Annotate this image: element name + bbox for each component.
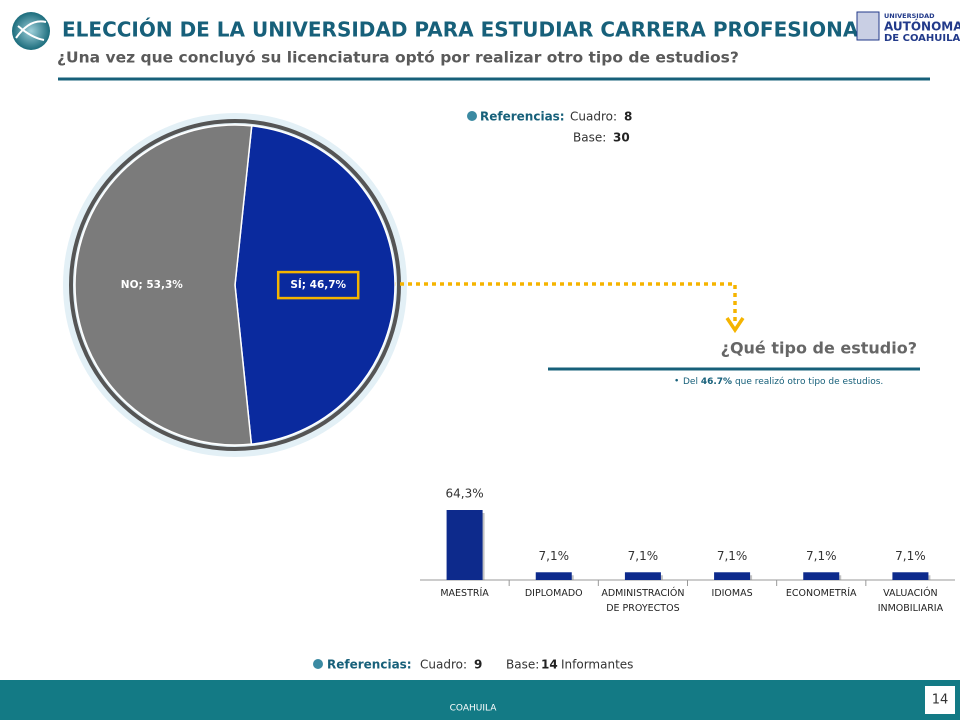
bar xyxy=(892,572,929,580)
bar xyxy=(446,510,483,580)
x-tick-label-box: ADMINISTRACIÓN DE PROYECTOS xyxy=(601,588,685,614)
x-tick-label: VALUACIÓN INMOBILIARIA xyxy=(877,588,944,614)
x-tick-label-box: ECONOMETRÍA xyxy=(785,588,857,599)
value-label: 7,1% xyxy=(806,549,837,563)
bar xyxy=(535,572,572,580)
x-tick-label-box: VALUACIÓN INMOBILIARIA xyxy=(877,588,944,614)
logo-icon-lines xyxy=(15,20,47,41)
pie-ring xyxy=(69,119,401,451)
pie-slice xyxy=(74,124,253,446)
label-box xyxy=(276,270,360,300)
x-tick-label: MAESTRÍA xyxy=(440,588,489,599)
bar-title: ¿Qué tipo de estudio? xyxy=(721,339,917,358)
value-label: 7,1% xyxy=(717,549,748,563)
value-label: NO; 53,3% xyxy=(121,279,183,291)
note-part: que realizó otro tipo de estudios. xyxy=(732,376,883,387)
ref-base: 30 xyxy=(613,131,630,145)
note-bullet: • xyxy=(674,377,679,387)
ref-base-label: Base: xyxy=(573,131,606,145)
x-tick-label-box: DIPLOMADO xyxy=(524,588,583,599)
note: Del 46.7% que realizó otro tipo de estud… xyxy=(683,376,883,387)
ref-cuadro-label: Cuadro: xyxy=(570,110,617,124)
title: ELECCIÓN DE LA UNIVERSIDAD PARA ESTUDIAR… xyxy=(62,18,871,42)
bar xyxy=(624,572,661,580)
note-part: 46.7% xyxy=(701,377,732,387)
footer-text: COAHUILA xyxy=(450,704,498,714)
bar xyxy=(714,572,751,580)
connector xyxy=(360,282,737,325)
ref-cuadro: 9 xyxy=(474,658,482,672)
footer-bar xyxy=(0,680,960,720)
ref-cuadro-label: Cuadro: xyxy=(420,658,467,672)
ref-icon xyxy=(467,111,477,121)
x-tick-label: DIPLOMADO xyxy=(524,588,583,599)
logo-icon xyxy=(12,12,50,50)
connector-arrow xyxy=(725,317,745,334)
page-box xyxy=(925,686,955,714)
value-label: 64,3% xyxy=(446,487,484,501)
x-tick-label: IDIOMAS xyxy=(711,588,753,599)
value-label: 7,1% xyxy=(539,549,570,563)
page-number: 14 xyxy=(932,693,949,708)
bar xyxy=(803,572,840,580)
ref-icon xyxy=(313,659,323,669)
value-label: SÍ; 46,7% xyxy=(290,278,346,291)
logo-text: AUTÓNOMA xyxy=(884,19,960,34)
ref-base: 14 xyxy=(541,658,558,672)
x-tick-label-box: MAESTRÍA xyxy=(440,588,489,599)
ref-cuadro: 8 xyxy=(624,110,632,124)
value-label: 7,1% xyxy=(628,549,659,563)
subtitle: ¿Una vez que concluyó su licenciatura op… xyxy=(57,49,739,67)
logo-text: UNIVERSIDAD xyxy=(884,12,935,20)
x-tick-label-box: IDIOMAS xyxy=(711,588,753,599)
x-tick-label: ECONOMETRÍA xyxy=(785,588,857,599)
university-shield xyxy=(856,11,880,41)
value-label: 7,1% xyxy=(895,549,926,563)
ref-label: Referencias: xyxy=(480,110,565,124)
ref-base-unit: Informantes xyxy=(561,658,633,672)
ref-label: Referencias: xyxy=(327,658,412,672)
logo-text: DE COAHUILA xyxy=(884,33,960,44)
ref-base-label: Base: xyxy=(506,658,539,672)
note-part: Del xyxy=(683,377,701,387)
x-tick-label: ADMINISTRACIÓN DE PROYECTOS xyxy=(601,588,685,614)
